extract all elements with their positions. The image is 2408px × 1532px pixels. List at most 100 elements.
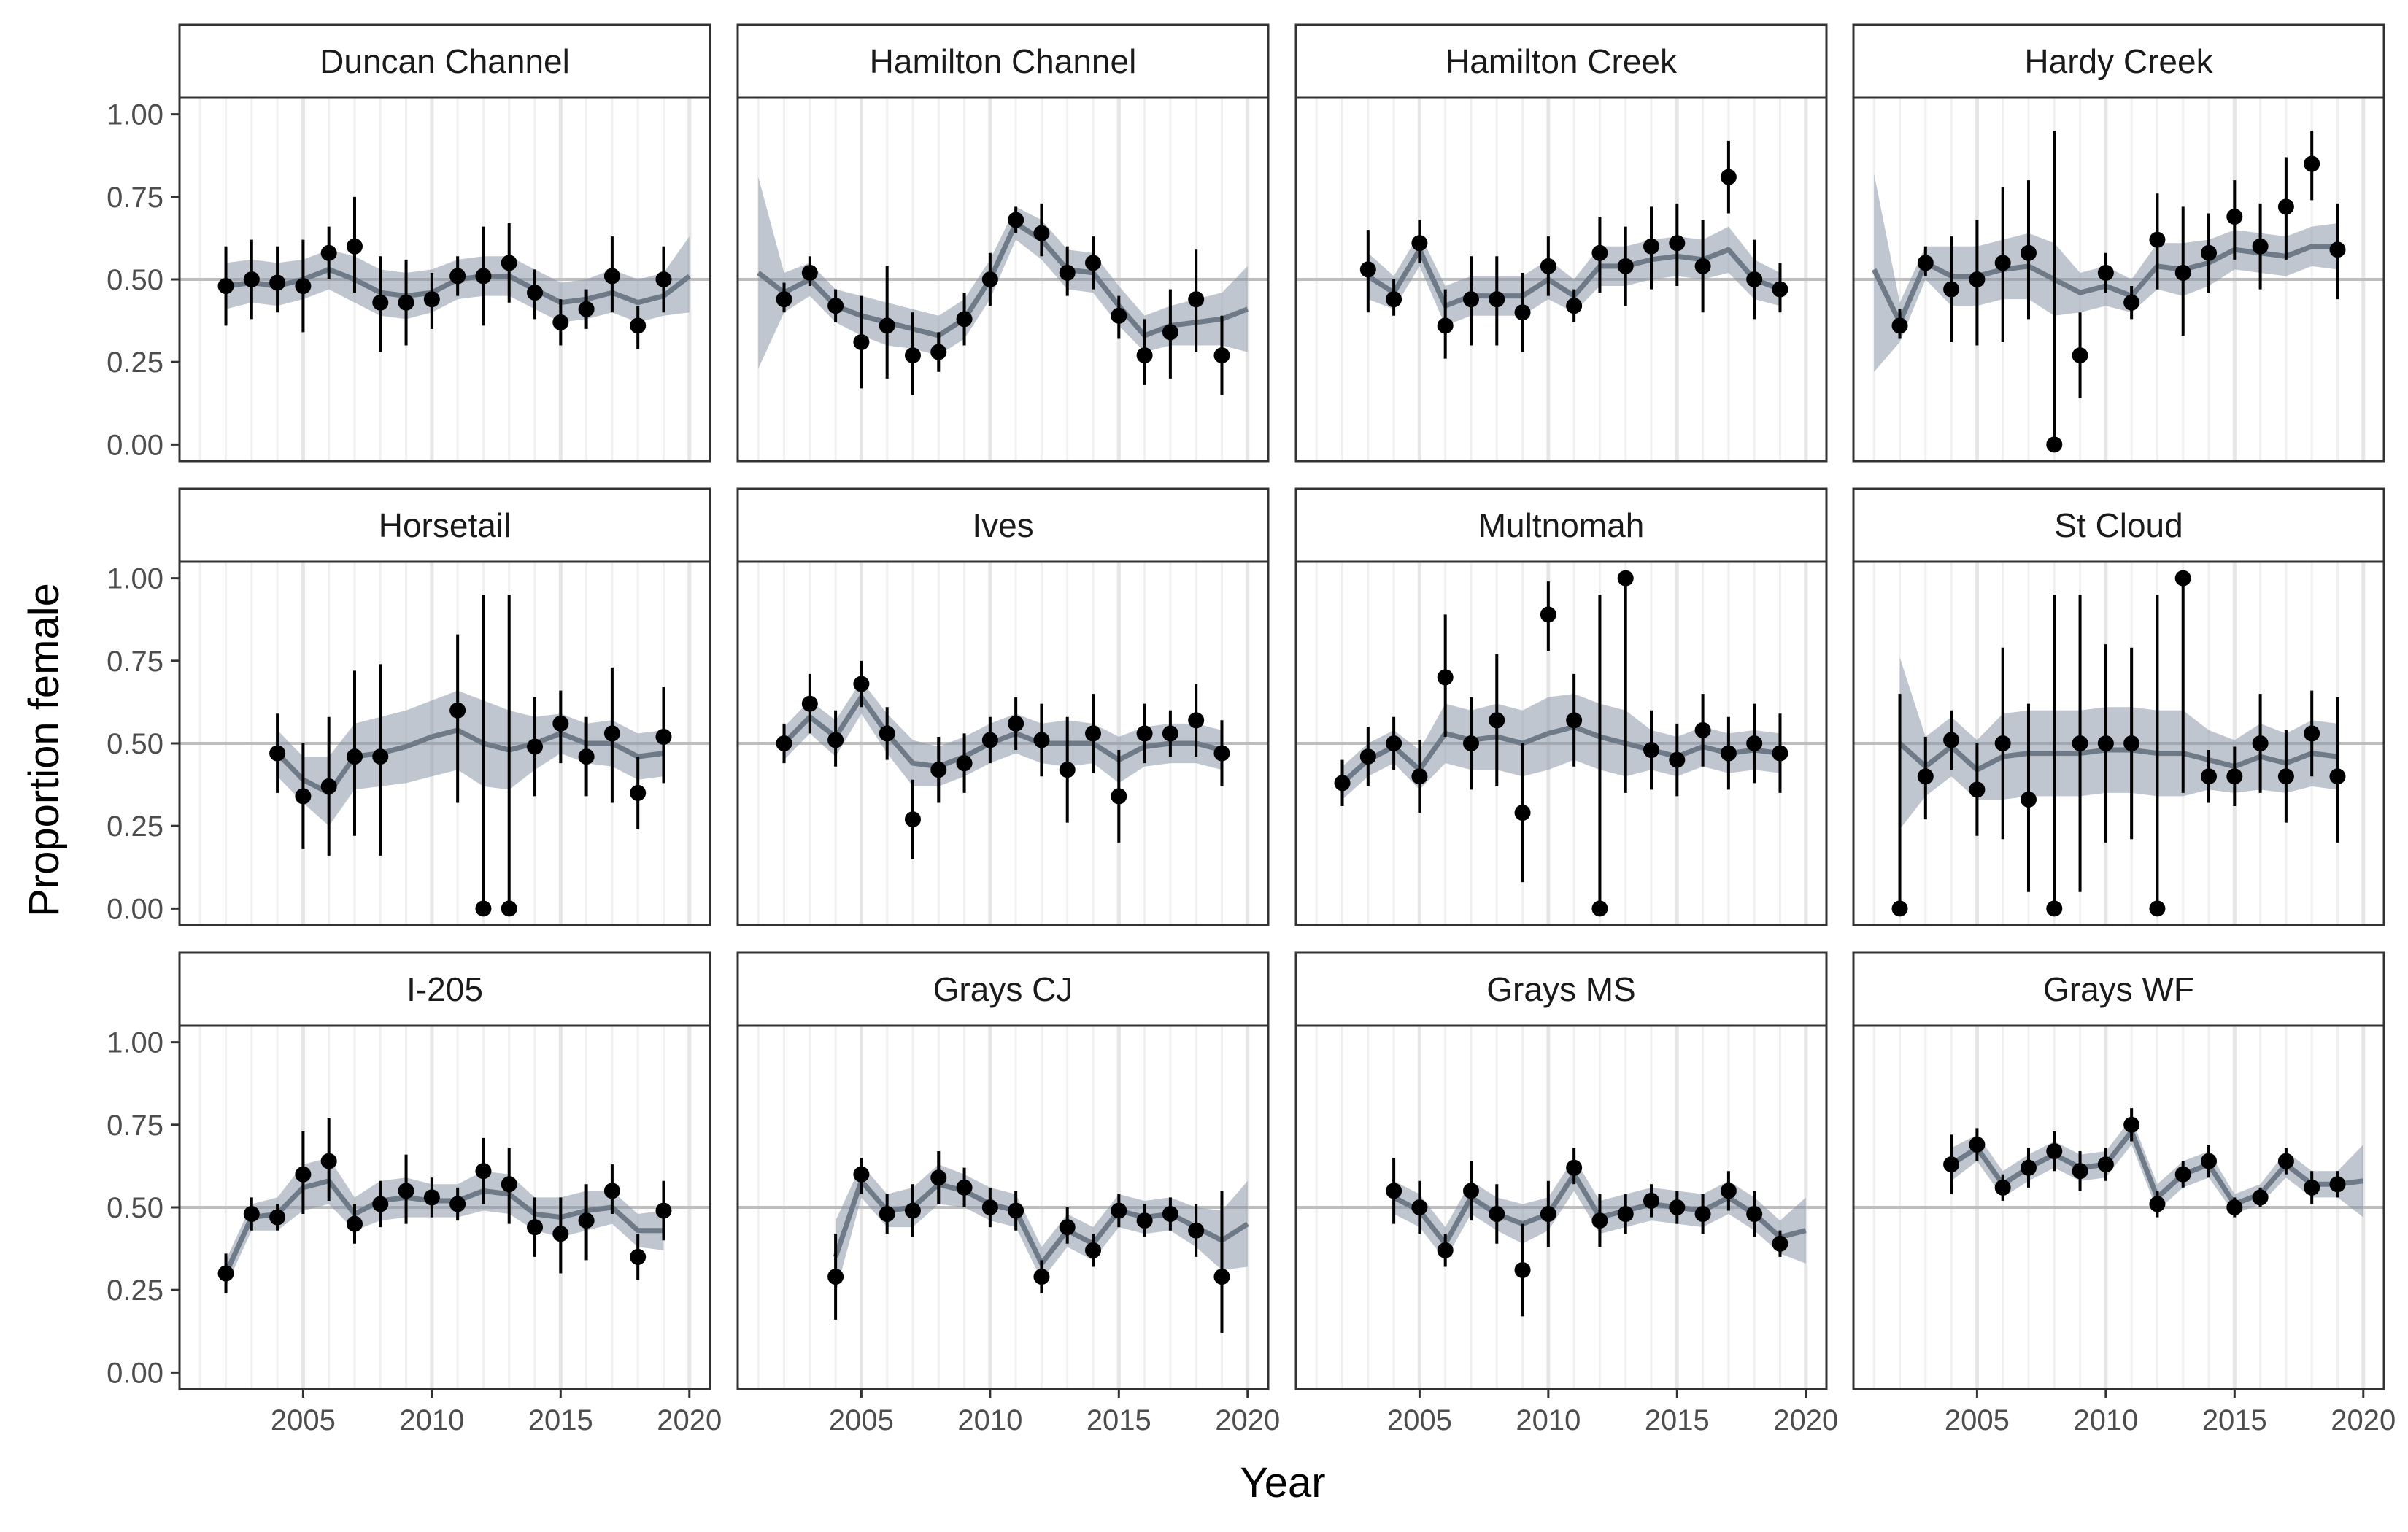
data-point — [2020, 791, 2037, 808]
data-point — [449, 1196, 466, 1212]
data-point — [1994, 1179, 2011, 1196]
data-point — [1085, 725, 1102, 742]
data-point — [956, 755, 973, 772]
panel-title: Ives — [972, 506, 1033, 544]
data-point — [1772, 281, 1788, 298]
data-point — [1111, 1202, 1127, 1219]
data-point — [1136, 347, 1153, 364]
data-point — [1136, 1212, 1153, 1229]
data-point — [1643, 1192, 1660, 1209]
y-tick-label: 0.50 — [107, 728, 163, 760]
data-point — [2304, 725, 2320, 742]
x-tick-label: 2005 — [829, 1404, 894, 1436]
panel-strip — [1852, 951, 2385, 1027]
y-tick-label: 0.25 — [107, 1274, 163, 1307]
panel-duncan-channel: Duncan Channel 0.00 0.25 0.50 0.75 1.00 — [107, 23, 711, 463]
y-tick-label: 0.25 — [107, 347, 163, 379]
data-point — [1643, 742, 1660, 759]
data-point — [2252, 735, 2269, 751]
x-tick-label: 2005 — [271, 1404, 336, 1436]
trend-line — [223, 1178, 664, 1275]
panel-strip — [1294, 487, 1828, 563]
data-point — [2277, 768, 2294, 785]
panel-grays-ms: Grays MS 2005 2010 2015 2020 — [1294, 951, 1838, 1436]
data-point — [930, 344, 947, 360]
data-point — [2046, 1143, 2063, 1160]
data-point — [1720, 169, 1737, 185]
data-point — [372, 294, 389, 311]
data-point — [1188, 291, 1205, 308]
data-point — [475, 1163, 492, 1180]
data-point — [269, 745, 286, 762]
data-point — [981, 271, 998, 287]
data-point — [630, 784, 647, 801]
data-point — [1489, 1206, 1505, 1223]
x-tick-label: 2015 — [528, 1404, 593, 1436]
data-point — [1514, 304, 1531, 321]
data-point — [1188, 712, 1205, 729]
data-point — [346, 748, 363, 765]
data-point — [1617, 570, 1634, 587]
panel-strip — [178, 23, 711, 99]
data-point — [1540, 1206, 1556, 1223]
data-point — [655, 728, 672, 745]
data-point — [2149, 900, 2166, 917]
data-point — [423, 1189, 440, 1206]
data-point — [2149, 1196, 2166, 1212]
data-point — [1437, 669, 1454, 686]
data-point — [320, 244, 337, 261]
data-point — [1969, 781, 1986, 798]
data-point — [603, 725, 620, 742]
panel-grays-wf: Grays WF 2005 2010 2015 2020 — [1852, 951, 2396, 1436]
data-point — [346, 238, 363, 255]
data-point — [827, 1269, 844, 1285]
y-axis-title: Proportion female — [20, 583, 68, 917]
panel-ives: Ives — [736, 487, 1270, 926]
data-point — [2201, 1153, 2218, 1169]
data-point — [2072, 735, 2088, 751]
data-point — [2097, 1156, 2114, 1173]
data-point — [1359, 261, 1376, 278]
panel-grays-cj: Grays CJ 2005 2010 2015 2020 — [736, 951, 1280, 1436]
data-point — [2226, 768, 2243, 785]
data-point — [2329, 768, 2346, 785]
data-point — [904, 1202, 921, 1219]
data-point — [1008, 715, 1024, 732]
panel-strip — [1294, 951, 1828, 1027]
data-point — [1772, 1235, 1788, 1252]
data-point — [1746, 271, 1763, 287]
data-point — [981, 1199, 998, 1215]
y-tick-label: 0.00 — [107, 893, 163, 925]
data-point — [449, 268, 466, 285]
data-point — [956, 311, 973, 328]
data-point — [1514, 805, 1531, 821]
data-point — [1411, 235, 1428, 252]
data-point — [630, 317, 647, 334]
panel-hardy-creek: Hardy Creek — [1852, 23, 2385, 463]
panel-strip — [1294, 23, 1828, 99]
x-tick-label: 2020 — [2331, 1404, 2396, 1436]
data-point — [1359, 748, 1376, 765]
data-point — [1943, 732, 1960, 748]
data-point — [1514, 1262, 1531, 1279]
data-point — [1969, 271, 1986, 287]
data-point — [1386, 735, 1402, 751]
panel-horsetail: Horsetail 0.00 0.25 0.50 0.75 1.00 — [107, 487, 711, 926]
data-point — [2201, 768, 2218, 785]
data-point — [603, 268, 620, 285]
y-tick-label: 0.50 — [107, 264, 163, 296]
panel-st-cloud: St Cloud — [1852, 487, 2385, 926]
data-point — [320, 778, 337, 794]
data-point — [1720, 745, 1737, 762]
data-point — [1111, 788, 1127, 805]
data-point — [630, 1248, 647, 1265]
data-point — [1411, 1199, 1428, 1215]
data-point — [578, 748, 595, 765]
data-point — [1891, 900, 1908, 917]
data-point — [930, 762, 947, 778]
data-point — [1008, 212, 1024, 228]
data-point — [475, 900, 492, 917]
x-tick-label: 2010 — [957, 1404, 1022, 1436]
panel-strip — [736, 487, 1270, 563]
